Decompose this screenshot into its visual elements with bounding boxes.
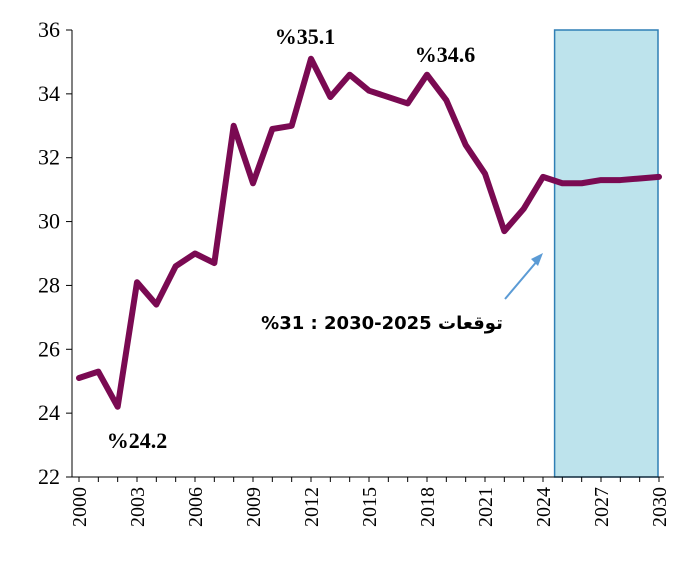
y-tick-label: 22 (38, 464, 60, 489)
x-tick-label: 2015 (359, 487, 381, 527)
x-tick-label: 2021 (475, 487, 497, 527)
annotation-peak2: %34.6 (415, 42, 476, 67)
x-axis: 2000 2003 2006 2009 2012 2015 2018 2021 2024 2027… (69, 476, 671, 527)
y-tick-label: 36 (38, 17, 60, 42)
annotations: %35.1 %34.6 %24.2 توقعات 2025-2030 : 31% (107, 24, 543, 453)
forecast-region (553, 29, 659, 478)
y-tick-label: 34 (38, 81, 60, 106)
series-line (76, 55, 662, 410)
forecast-arrow-head (531, 253, 543, 266)
x-tick-label: 2003 (127, 487, 149, 527)
x-tick-label: 2009 (243, 487, 265, 527)
x-tick-label: 2024 (533, 487, 555, 527)
y-tick-label: 32 (38, 145, 60, 170)
x-tick-label: 2000 (69, 487, 91, 527)
y-tick-label: 24 (38, 400, 60, 425)
y-tick-label: 28 (38, 272, 60, 297)
y-tick-label: 30 (38, 209, 60, 234)
annotation-min: %24.2 (107, 428, 168, 453)
y-tick-label: 26 (38, 336, 60, 361)
forecast-arrow (504, 259, 539, 300)
x-tick-label: 2006 (185, 487, 207, 527)
annotation-forecast: توقعات 2025-2030 : 31% (261, 313, 503, 334)
annotation-max: %35.1 (275, 24, 336, 49)
x-tick-label: 2018 (417, 487, 439, 527)
y-axis: 22 24 26 28 30 32 34 36 (38, 17, 73, 489)
x-tick-label: 2027 (591, 487, 613, 527)
x-tick-label: 2012 (301, 487, 323, 527)
x-tick-label: 2030 (649, 487, 671, 527)
